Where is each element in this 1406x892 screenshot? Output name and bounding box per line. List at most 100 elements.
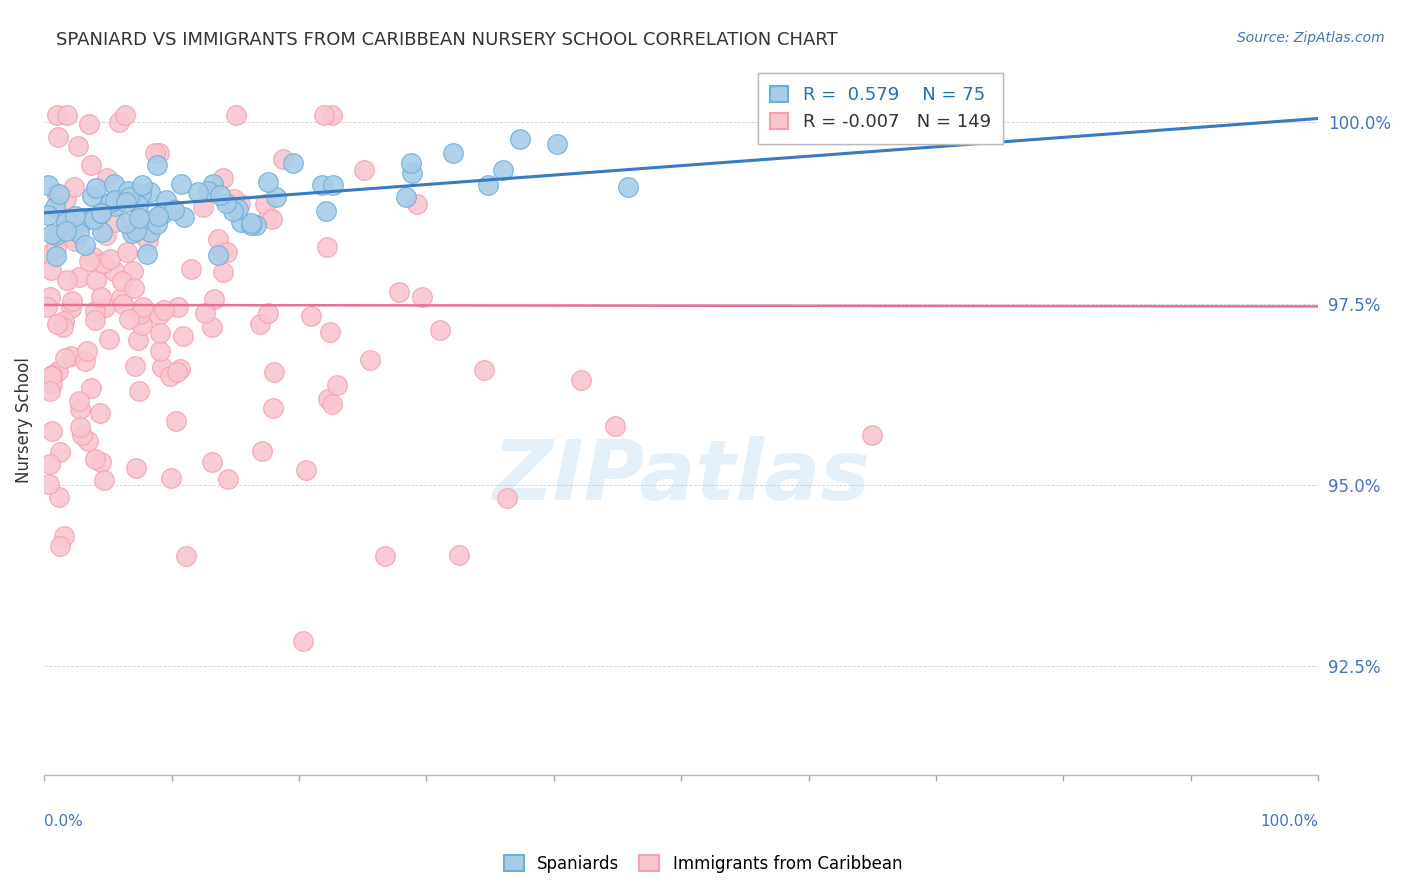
Point — [159, 471, 181, 485]
Point — [111, 274, 134, 288]
Point — [136, 233, 159, 247]
Point — [35, 300, 58, 314]
Point — [90, 455, 112, 469]
Point — [84, 452, 107, 467]
Point — [207, 248, 229, 262]
Point — [263, 365, 285, 379]
Point — [245, 219, 267, 233]
Point — [55, 192, 77, 206]
Point — [46, 108, 69, 122]
Point — [45, 249, 67, 263]
Point — [180, 262, 202, 277]
Point — [292, 633, 315, 648]
Point — [495, 491, 517, 505]
Point — [67, 269, 90, 284]
Point — [128, 211, 150, 226]
Point — [146, 209, 169, 223]
Point — [60, 293, 83, 308]
Point — [91, 257, 114, 271]
Point — [353, 162, 375, 177]
Point — [399, 156, 422, 170]
Point — [132, 300, 155, 314]
Point — [122, 281, 145, 295]
Point — [125, 224, 148, 238]
Point — [163, 203, 186, 218]
Point — [129, 307, 152, 321]
Point — [60, 349, 83, 363]
Point — [201, 320, 224, 334]
Point — [110, 291, 132, 305]
Point — [45, 186, 67, 201]
Point — [53, 351, 76, 365]
Point — [194, 306, 217, 320]
Point — [211, 265, 233, 279]
Point — [76, 434, 98, 448]
Point — [56, 108, 79, 122]
Point — [359, 353, 381, 368]
Point — [90, 205, 112, 219]
Text: Source: ZipAtlas.com: Source: ZipAtlas.com — [1237, 31, 1385, 45]
Point — [224, 192, 246, 206]
Point — [165, 414, 187, 428]
Point — [67, 226, 90, 240]
Point — [39, 369, 62, 384]
Point — [77, 117, 100, 131]
Point — [48, 490, 70, 504]
Point — [125, 186, 148, 201]
Point — [44, 200, 66, 214]
Point — [153, 303, 176, 318]
Point — [215, 196, 238, 211]
Point — [169, 362, 191, 376]
Point — [67, 394, 90, 409]
Point — [264, 189, 287, 203]
Point — [202, 177, 225, 191]
Point — [107, 193, 129, 207]
Point — [63, 234, 86, 248]
Point — [319, 325, 342, 339]
Point — [159, 369, 181, 384]
Point — [121, 226, 143, 240]
Point — [52, 320, 75, 334]
Point — [39, 457, 62, 471]
Point — [91, 255, 114, 269]
Point — [114, 216, 136, 230]
Point — [388, 285, 411, 299]
Point — [41, 424, 63, 438]
Point — [45, 229, 67, 244]
Point — [86, 273, 108, 287]
Point — [138, 213, 160, 227]
Point — [125, 461, 148, 475]
Point — [118, 190, 141, 204]
Point — [166, 365, 188, 379]
Point — [253, 197, 276, 211]
Point — [41, 227, 63, 241]
Point — [69, 420, 91, 434]
Point — [149, 343, 172, 358]
Point — [211, 244, 233, 258]
Point — [249, 317, 271, 331]
Point — [79, 254, 101, 268]
Point — [146, 218, 169, 232]
Point — [127, 333, 149, 347]
Point — [316, 392, 339, 407]
Y-axis label: Nursery School: Nursery School — [15, 357, 32, 483]
Point — [41, 376, 63, 391]
Point — [115, 195, 138, 210]
Point — [53, 529, 76, 543]
Point — [38, 246, 60, 260]
Point — [447, 548, 470, 562]
Point — [108, 115, 131, 129]
Point — [173, 211, 195, 225]
Point — [271, 152, 294, 166]
Text: SPANIARD VS IMMIGRANTS FROM CARIBBEAN NURSERY SCHOOL CORRELATION CHART: SPANIARD VS IMMIGRANTS FROM CARIBBEAN NU… — [56, 31, 838, 49]
Point — [39, 263, 62, 277]
Point — [90, 226, 112, 240]
Point — [84, 181, 107, 195]
Point — [98, 252, 121, 267]
Point — [603, 418, 626, 433]
Point — [117, 184, 139, 198]
Point — [104, 199, 127, 213]
Point — [48, 188, 70, 202]
Point — [257, 175, 280, 189]
Point — [55, 214, 77, 228]
